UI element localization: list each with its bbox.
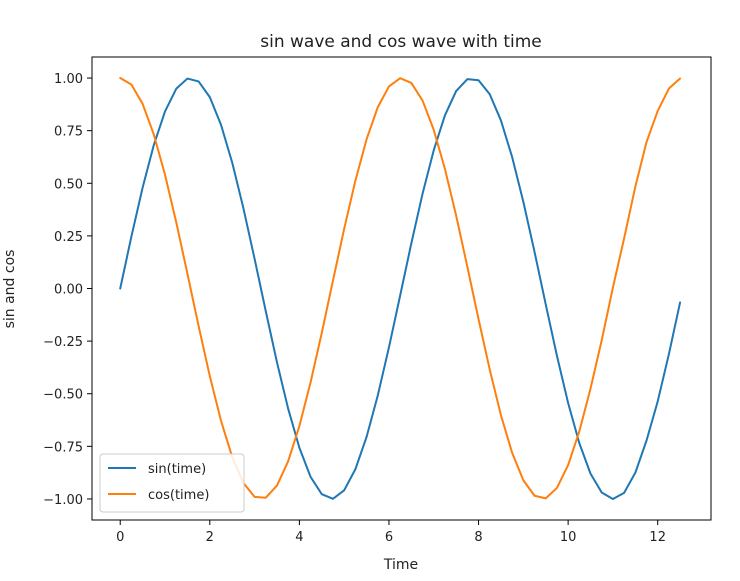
y-tick-label: 0.00 [54, 283, 83, 298]
x-tick-label: 6 [385, 530, 393, 545]
y-tick-label: 0.50 [54, 177, 83, 192]
y-axis: 1.00 0.75 0.50 0.25 0.00 −0.25 −0.50 −0.75 −1.00 [43, 72, 92, 508]
x-tick-label: 12 [649, 530, 666, 545]
x-axis: 0 2 4 6 8 10 12 [116, 520, 666, 545]
y-tick-label: −0.50 [43, 388, 83, 403]
y-tick-label: −1.00 [43, 493, 83, 508]
chart-title: sin wave and cos wave with time [260, 32, 542, 52]
series-line-cos [119, 77, 682, 500]
y-tick-label: −0.75 [43, 440, 83, 455]
y-tick-label: −0.25 [43, 335, 83, 350]
x-tick-label: 2 [206, 530, 214, 545]
x-tick-label: 10 [560, 530, 577, 545]
x-tick-label: 8 [474, 530, 482, 545]
y-tick-label: 1.00 [54, 72, 83, 87]
x-tick-label: 0 [116, 530, 124, 545]
y-tick-label: 0.25 [54, 230, 83, 245]
x-tick-label: 4 [295, 530, 303, 545]
legend-label: sin(time) [148, 462, 206, 477]
y-axis-label: sin and cos [2, 250, 18, 329]
series-line-sin [119, 77, 682, 500]
legend-label: cos(time) [148, 488, 209, 503]
x-axis-label: Time [383, 557, 418, 573]
y-tick-label: 0.75 [54, 125, 83, 140]
legend: sin(time) cos(time) [99, 453, 245, 513]
